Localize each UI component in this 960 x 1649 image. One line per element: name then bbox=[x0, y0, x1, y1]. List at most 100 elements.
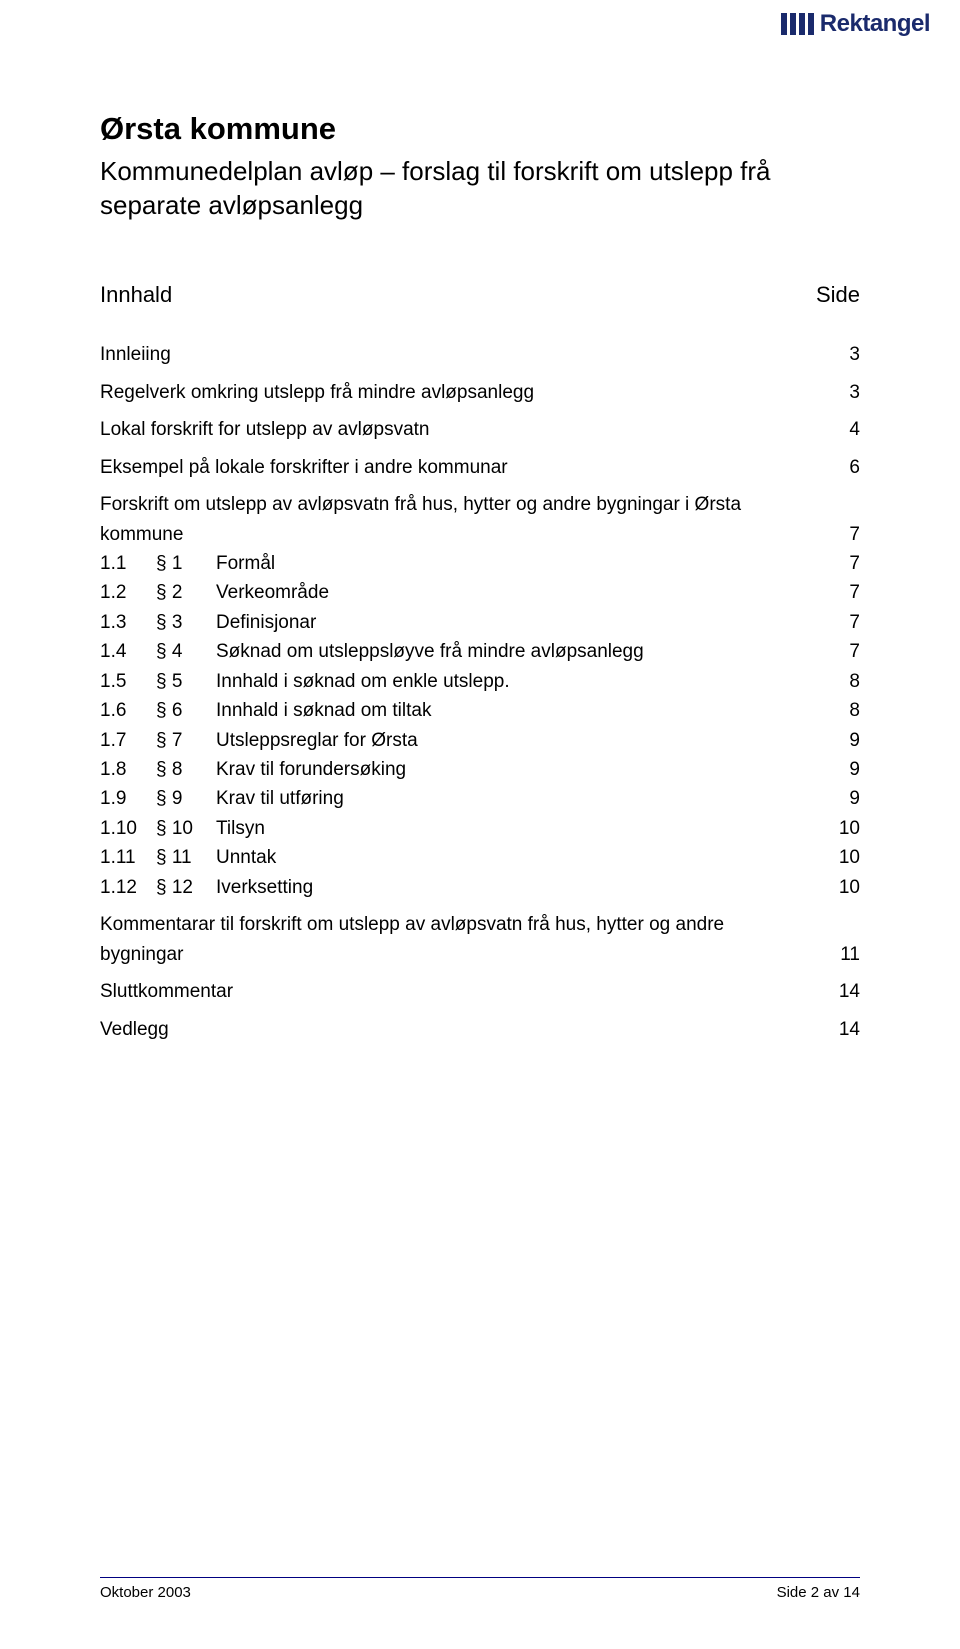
toc-section: § 4 bbox=[156, 637, 216, 666]
toc-label: Krav til utføring bbox=[216, 784, 344, 813]
toc-label: Kommentarar til forskrift om utslepp av … bbox=[100, 910, 860, 939]
toc-number: 1.6 bbox=[100, 696, 156, 725]
toc-page-number: 7 bbox=[832, 578, 860, 607]
toc-label: Lokal forskrift for utslepp av avløpsvat… bbox=[100, 415, 429, 444]
toc-page-number: 10 bbox=[832, 843, 860, 872]
logo-bar bbox=[790, 13, 796, 35]
toc-page-number: 9 bbox=[832, 784, 860, 813]
toc-section: § 8 bbox=[156, 755, 216, 784]
toc-label: Tilsyn bbox=[216, 814, 265, 843]
footer-divider bbox=[100, 1577, 860, 1578]
toc-page-number: 8 bbox=[832, 667, 860, 696]
toc-label: Innleiing bbox=[100, 340, 171, 369]
toc-entry: 1.1§ 1Formål 7 bbox=[100, 549, 860, 578]
toc-number: 1.9 bbox=[100, 784, 156, 813]
toc-label: kommune bbox=[100, 520, 183, 549]
toc-section: § 11 bbox=[156, 843, 216, 872]
toc-entry: Innleiing 3 bbox=[100, 340, 860, 369]
toc-section: § 9 bbox=[156, 784, 216, 813]
toc-number: 1.4 bbox=[100, 637, 156, 666]
toc-section: § 6 bbox=[156, 696, 216, 725]
toc-number: 1.5 bbox=[100, 667, 156, 696]
toc-page-number: 14 bbox=[832, 977, 860, 1006]
logo-bars-icon bbox=[781, 13, 814, 35]
toc-header-right: Side bbox=[816, 282, 860, 308]
toc-section: § 2 bbox=[156, 578, 216, 607]
toc-entry: 1.9§ 9Krav til utføring 9 bbox=[100, 784, 860, 813]
toc-number: 1.10 bbox=[100, 814, 156, 843]
toc-entry: 1.2§ 2Verkeområde 7 bbox=[100, 578, 860, 607]
toc-section: § 10 bbox=[156, 814, 216, 843]
footer: Oktober 2003 Side 2 av 14 bbox=[100, 1577, 860, 1601]
logo-text: Rektangel bbox=[820, 10, 930, 38]
content-area: Ørsta kommune Kommunedelplan avløp – for… bbox=[0, 0, 960, 1044]
toc-section: § 1 bbox=[156, 549, 216, 578]
logo-bar bbox=[808, 13, 814, 35]
toc-section: § 12 bbox=[156, 873, 216, 902]
toc-label: Innhald i søknad om tiltak bbox=[216, 696, 431, 725]
toc-page-number: 10 bbox=[832, 873, 860, 902]
toc-page-number: 7 bbox=[832, 608, 860, 637]
toc-page-number: 9 bbox=[832, 726, 860, 755]
toc-page-number: 7 bbox=[832, 520, 860, 549]
toc-label: Innhald i søknad om enkle utslepp. bbox=[216, 667, 510, 696]
toc-section: § 3 bbox=[156, 608, 216, 637]
toc-entry: 1.3§ 3Definisjonar 7 bbox=[100, 608, 860, 637]
toc-label: Vedlegg bbox=[100, 1015, 169, 1044]
toc-entry: 1.4§ 4Søknad om utsleppsløyve frå mindre… bbox=[100, 637, 860, 666]
toc-label: Verkeområde bbox=[216, 578, 329, 607]
toc-page-number: 6 bbox=[832, 453, 860, 482]
toc-page-number: 11 bbox=[832, 940, 860, 969]
toc-header: Innhald Side bbox=[100, 282, 860, 308]
toc-number: 1.3 bbox=[100, 608, 156, 637]
toc-list: Innleiing 3 Regelverk omkring utslepp frå … bbox=[100, 340, 860, 1044]
logo-bar bbox=[799, 13, 805, 35]
toc-number: 1.8 bbox=[100, 755, 156, 784]
toc-section: § 5 bbox=[156, 667, 216, 696]
toc-entry: 1.8§ 8Krav til forundersøking 9 bbox=[100, 755, 860, 784]
toc-label: Utsleppsreglar for Ørsta bbox=[216, 726, 418, 755]
toc-page-number: 3 bbox=[832, 378, 860, 407]
toc-label: Unntak bbox=[216, 843, 276, 872]
toc-entry: Lokal forskrift for utslepp av avløpsvat… bbox=[100, 415, 860, 444]
toc-page-number: 7 bbox=[832, 549, 860, 578]
document-title: Ørsta kommune bbox=[100, 110, 860, 149]
toc-entry: Sluttkommentar 14 bbox=[100, 977, 860, 1006]
toc-page-number: 10 bbox=[832, 814, 860, 843]
toc-entry: 1.5§ 5Innhald i søknad om enkle utslepp.… bbox=[100, 667, 860, 696]
toc-section: § 7 bbox=[156, 726, 216, 755]
footer-right: Side 2 av 14 bbox=[777, 1584, 860, 1601]
toc-entry: 1.6§ 6Innhald i søknad om tiltak 8 bbox=[100, 696, 860, 725]
toc-label: Sluttkommentar bbox=[100, 977, 233, 1006]
toc-page-number: 7 bbox=[832, 637, 860, 666]
toc-label: Definisjonar bbox=[216, 608, 316, 637]
toc-entry: 1.10§ 10Tilsyn 10 bbox=[100, 814, 860, 843]
toc-page-number: 3 bbox=[832, 340, 860, 369]
toc-page-number: 14 bbox=[832, 1015, 860, 1044]
toc-label: Eksempel på lokale forskrifter i andre k… bbox=[100, 453, 508, 482]
toc-label: Krav til forundersøking bbox=[216, 755, 406, 784]
toc-label: Forskrift om utslepp av avløpsvatn frå h… bbox=[100, 490, 860, 519]
toc-entry: Vedlegg 14 bbox=[100, 1015, 860, 1044]
document-page: Rektangel Ørsta kommune Kommunedelplan a… bbox=[0, 0, 960, 1649]
toc-page-number: 4 bbox=[832, 415, 860, 444]
toc-page-number: 8 bbox=[832, 696, 860, 725]
toc-entry: 1.11§ 11Unntak10 bbox=[100, 843, 860, 872]
toc-entry: 1.7§ 7Utsleppsreglar for Ørsta9 bbox=[100, 726, 860, 755]
footer-row: Oktober 2003 Side 2 av 14 bbox=[100, 1584, 860, 1601]
toc-label: Regelverk omkring utslepp frå mindre avl… bbox=[100, 378, 534, 407]
toc-row: kommune 7 bbox=[100, 520, 860, 549]
toc-number: 1.12 bbox=[100, 873, 156, 902]
toc-page-number: 9 bbox=[832, 755, 860, 784]
toc-entry: Eksempel på lokale forskrifter i andre k… bbox=[100, 453, 860, 482]
toc-number: 1.2 bbox=[100, 578, 156, 607]
toc-entry: Regelverk omkring utslepp frå mindre avl… bbox=[100, 378, 860, 407]
toc-entry: 1.12§ 12Iverksetting10 bbox=[100, 873, 860, 902]
toc-number: 1.1 bbox=[100, 549, 156, 578]
toc-entry: Kommentarar til forskrift om utslepp av … bbox=[100, 910, 860, 969]
logo: Rektangel bbox=[781, 10, 930, 38]
toc-label: Formål bbox=[216, 549, 275, 578]
toc-label: bygningar bbox=[100, 940, 183, 969]
logo-bar bbox=[781, 13, 787, 35]
document-subtitle: Kommunedelplan avløp – forslag til forsk… bbox=[100, 155, 860, 223]
